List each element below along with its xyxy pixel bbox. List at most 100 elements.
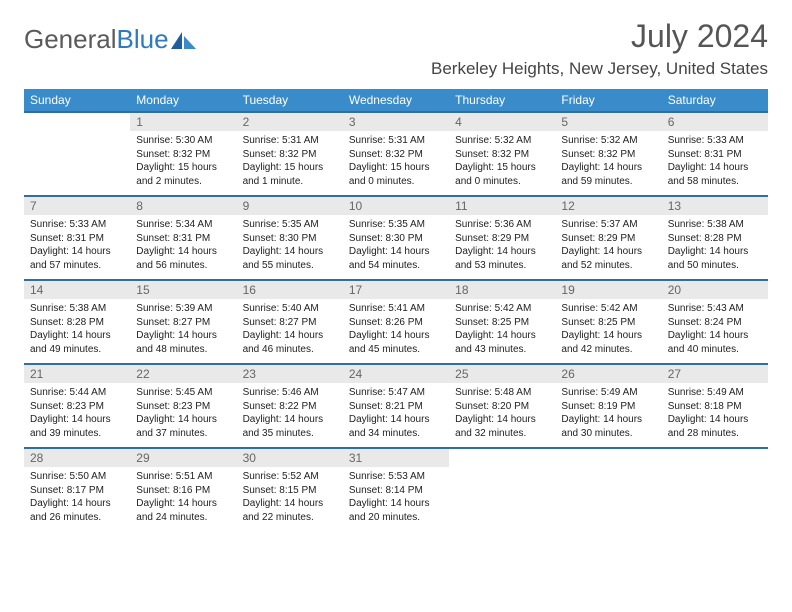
daylight-text: Daylight: 14 hours and 49 minutes.	[30, 329, 124, 356]
header: GeneralBlue July 2024 Berkeley Heights, …	[24, 18, 768, 79]
day-cell	[662, 449, 768, 531]
daylight-text: Daylight: 14 hours and 20 minutes.	[349, 497, 443, 524]
sunrise-text: Sunrise: 5:34 AM	[136, 218, 230, 232]
day-header: Sunday	[24, 89, 130, 111]
day-content	[24, 131, 130, 138]
day-cell: 20Sunrise: 5:43 AMSunset: 8:24 PMDayligh…	[662, 281, 768, 363]
daylight-text: Daylight: 14 hours and 42 minutes.	[561, 329, 655, 356]
day-number	[449, 449, 555, 467]
daylight-text: Daylight: 14 hours and 24 minutes.	[136, 497, 230, 524]
sunset-text: Sunset: 8:29 PM	[561, 232, 655, 246]
day-number	[662, 449, 768, 467]
sunset-text: Sunset: 8:25 PM	[455, 316, 549, 330]
day-cell: 16Sunrise: 5:40 AMSunset: 8:27 PMDayligh…	[237, 281, 343, 363]
sunset-text: Sunset: 8:31 PM	[668, 148, 762, 162]
week-row: 21Sunrise: 5:44 AMSunset: 8:23 PMDayligh…	[24, 363, 768, 447]
sunset-text: Sunset: 8:23 PM	[136, 400, 230, 414]
day-number: 2	[237, 113, 343, 131]
day-cell	[555, 449, 661, 531]
day-number: 26	[555, 365, 661, 383]
day-content	[449, 467, 555, 474]
sunrise-text: Sunrise: 5:44 AM	[30, 386, 124, 400]
day-content	[662, 467, 768, 474]
daylight-text: Daylight: 14 hours and 57 minutes.	[30, 245, 124, 272]
sunset-text: Sunset: 8:25 PM	[561, 316, 655, 330]
daylight-text: Daylight: 14 hours and 50 minutes.	[668, 245, 762, 272]
sunset-text: Sunset: 8:28 PM	[30, 316, 124, 330]
location-text: Berkeley Heights, New Jersey, United Sta…	[431, 59, 768, 79]
day-content: Sunrise: 5:49 AMSunset: 8:19 PMDaylight:…	[555, 383, 661, 444]
day-cell: 9Sunrise: 5:35 AMSunset: 8:30 PMDaylight…	[237, 197, 343, 279]
daylight-text: Daylight: 14 hours and 45 minutes.	[349, 329, 443, 356]
sunrise-text: Sunrise: 5:47 AM	[349, 386, 443, 400]
day-header-row: Sunday Monday Tuesday Wednesday Thursday…	[24, 89, 768, 111]
sunset-text: Sunset: 8:19 PM	[561, 400, 655, 414]
day-content: Sunrise: 5:36 AMSunset: 8:29 PMDaylight:…	[449, 215, 555, 276]
day-cell: 13Sunrise: 5:38 AMSunset: 8:28 PMDayligh…	[662, 197, 768, 279]
day-number: 19	[555, 281, 661, 299]
day-content: Sunrise: 5:51 AMSunset: 8:16 PMDaylight:…	[130, 467, 236, 528]
day-cell: 10Sunrise: 5:35 AMSunset: 8:30 PMDayligh…	[343, 197, 449, 279]
sunset-text: Sunset: 8:30 PM	[349, 232, 443, 246]
daylight-text: Daylight: 14 hours and 56 minutes.	[136, 245, 230, 272]
daylight-text: Daylight: 14 hours and 40 minutes.	[668, 329, 762, 356]
day-cell: 2Sunrise: 5:31 AMSunset: 8:32 PMDaylight…	[237, 113, 343, 195]
day-content: Sunrise: 5:32 AMSunset: 8:32 PMDaylight:…	[555, 131, 661, 192]
day-number: 10	[343, 197, 449, 215]
day-content: Sunrise: 5:40 AMSunset: 8:27 PMDaylight:…	[237, 299, 343, 360]
sunset-text: Sunset: 8:27 PM	[243, 316, 337, 330]
sunset-text: Sunset: 8:24 PM	[668, 316, 762, 330]
sunrise-text: Sunrise: 5:49 AM	[668, 386, 762, 400]
daylight-text: Daylight: 15 hours and 1 minute.	[243, 161, 337, 188]
day-content: Sunrise: 5:45 AMSunset: 8:23 PMDaylight:…	[130, 383, 236, 444]
day-cell: 8Sunrise: 5:34 AMSunset: 8:31 PMDaylight…	[130, 197, 236, 279]
sunrise-text: Sunrise: 5:46 AM	[243, 386, 337, 400]
sunrise-text: Sunrise: 5:35 AM	[349, 218, 443, 232]
sunset-text: Sunset: 8:16 PM	[136, 484, 230, 498]
day-cell: 29Sunrise: 5:51 AMSunset: 8:16 PMDayligh…	[130, 449, 236, 531]
sunset-text: Sunset: 8:21 PM	[349, 400, 443, 414]
day-number: 4	[449, 113, 555, 131]
day-content: Sunrise: 5:42 AMSunset: 8:25 PMDaylight:…	[449, 299, 555, 360]
day-number: 11	[449, 197, 555, 215]
sunset-text: Sunset: 8:22 PM	[243, 400, 337, 414]
sunset-text: Sunset: 8:17 PM	[30, 484, 124, 498]
daylight-text: Daylight: 14 hours and 39 minutes.	[30, 413, 124, 440]
daylight-text: Daylight: 14 hours and 48 minutes.	[136, 329, 230, 356]
day-cell: 24Sunrise: 5:47 AMSunset: 8:21 PMDayligh…	[343, 365, 449, 447]
day-header: Wednesday	[343, 89, 449, 111]
daylight-text: Daylight: 14 hours and 52 minutes.	[561, 245, 655, 272]
day-content: Sunrise: 5:38 AMSunset: 8:28 PMDaylight:…	[24, 299, 130, 360]
day-number	[24, 113, 130, 131]
sunrise-text: Sunrise: 5:38 AM	[668, 218, 762, 232]
day-content: Sunrise: 5:47 AMSunset: 8:21 PMDaylight:…	[343, 383, 449, 444]
day-number: 14	[24, 281, 130, 299]
sunset-text: Sunset: 8:23 PM	[30, 400, 124, 414]
week-row: 7Sunrise: 5:33 AMSunset: 8:31 PMDaylight…	[24, 195, 768, 279]
day-number	[555, 449, 661, 467]
sunset-text: Sunset: 8:27 PM	[136, 316, 230, 330]
day-content: Sunrise: 5:37 AMSunset: 8:29 PMDaylight:…	[555, 215, 661, 276]
day-cell: 18Sunrise: 5:42 AMSunset: 8:25 PMDayligh…	[449, 281, 555, 363]
day-number: 6	[662, 113, 768, 131]
day-content: Sunrise: 5:50 AMSunset: 8:17 PMDaylight:…	[24, 467, 130, 528]
sunset-text: Sunset: 8:20 PM	[455, 400, 549, 414]
daylight-text: Daylight: 14 hours and 37 minutes.	[136, 413, 230, 440]
day-cell: 11Sunrise: 5:36 AMSunset: 8:29 PMDayligh…	[449, 197, 555, 279]
day-cell: 5Sunrise: 5:32 AMSunset: 8:32 PMDaylight…	[555, 113, 661, 195]
daylight-text: Daylight: 14 hours and 43 minutes.	[455, 329, 549, 356]
sunrise-text: Sunrise: 5:53 AM	[349, 470, 443, 484]
daylight-text: Daylight: 14 hours and 55 minutes.	[243, 245, 337, 272]
sunrise-text: Sunrise: 5:40 AM	[243, 302, 337, 316]
sunrise-text: Sunrise: 5:52 AM	[243, 470, 337, 484]
week-row: 14Sunrise: 5:38 AMSunset: 8:28 PMDayligh…	[24, 279, 768, 363]
day-cell: 17Sunrise: 5:41 AMSunset: 8:26 PMDayligh…	[343, 281, 449, 363]
sunrise-text: Sunrise: 5:45 AM	[136, 386, 230, 400]
day-number: 18	[449, 281, 555, 299]
day-content	[555, 467, 661, 474]
daylight-text: Daylight: 15 hours and 0 minutes.	[349, 161, 443, 188]
sunrise-text: Sunrise: 5:49 AM	[561, 386, 655, 400]
day-cell: 19Sunrise: 5:42 AMSunset: 8:25 PMDayligh…	[555, 281, 661, 363]
daylight-text: Daylight: 14 hours and 46 minutes.	[243, 329, 337, 356]
day-content: Sunrise: 5:38 AMSunset: 8:28 PMDaylight:…	[662, 215, 768, 276]
